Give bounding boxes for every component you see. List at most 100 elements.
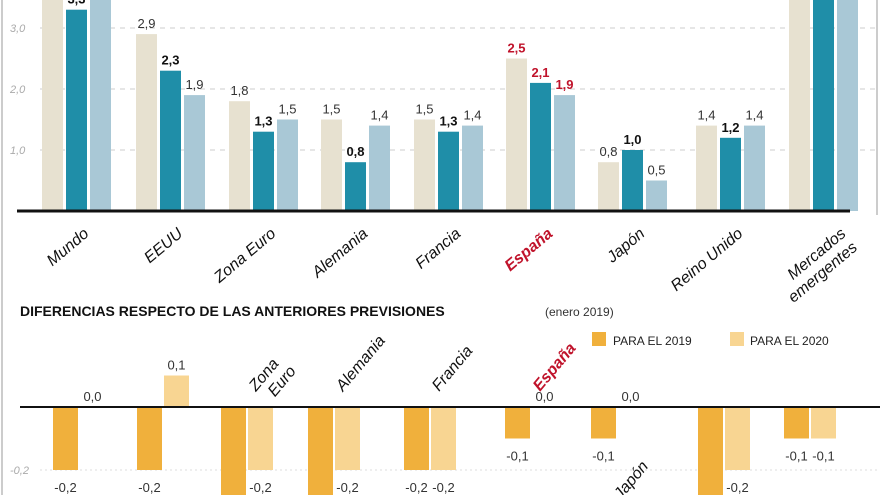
bar — [744, 125, 765, 211]
data-label: 2,3 — [161, 53, 179, 68]
diff-category-label-line: Japón — [610, 458, 652, 495]
data-label: 3,3 — [67, 0, 85, 7]
diff-category-label: Francia — [429, 343, 476, 395]
bar — [136, 34, 157, 211]
diff-bar — [591, 407, 616, 439]
diff-bar — [53, 407, 78, 470]
category-label-line: Zona Euro — [210, 225, 279, 287]
diff-data-label: -0,1 — [785, 449, 807, 464]
diff-data-label: -0,2 — [726, 480, 748, 495]
data-label: 1,4 — [463, 108, 481, 123]
bar — [345, 162, 366, 211]
data-label: 0,8 — [599, 144, 617, 159]
category-label: Japón — [603, 225, 648, 267]
data-label: 1,5 — [322, 102, 340, 117]
diff-bar — [308, 407, 333, 495]
diff-data-label: -0,2 — [432, 480, 454, 495]
data-label: 1,0 — [623, 132, 641, 147]
bar — [369, 125, 390, 211]
category-label-line: Mundo — [44, 225, 92, 270]
data-label: 1,5 — [278, 102, 296, 117]
diff-data-label: -0,2 — [249, 480, 271, 495]
bar — [506, 58, 527, 211]
diff-data-label: 0,0 — [83, 389, 101, 404]
diff-bar — [725, 407, 750, 470]
data-label: 1,8 — [230, 83, 248, 98]
data-label: 1,3 — [254, 114, 272, 129]
diff-data-label: 0,0 — [535, 389, 553, 404]
category-label: Mercadosemergentes — [774, 225, 861, 306]
category-label-line: EEUU — [141, 225, 186, 267]
bar — [66, 9, 87, 212]
diff-data-label: -0,2 — [336, 480, 358, 495]
diff-chart-subtitle: (enero 2019) — [545, 305, 614, 319]
diff-bar — [404, 407, 429, 470]
bar — [598, 162, 619, 211]
bar — [530, 82, 551, 212]
bar — [837, 0, 858, 211]
category-label: España — [502, 225, 557, 275]
legend-swatch-2020 — [730, 332, 744, 346]
bar — [813, 0, 834, 211]
diff-chart-title: DIFERENCIAS RESPECTO DE LAS ANTERIORES P… — [20, 303, 445, 319]
diff-data-label: -0,2 — [405, 480, 427, 495]
bar — [554, 95, 575, 211]
diff-category-label: Alemania — [332, 332, 389, 395]
category-label-line: Reino Unido — [668, 225, 746, 295]
bar — [646, 180, 667, 211]
diff-category-label-line: Alemania — [332, 332, 389, 395]
data-label: 1,4 — [697, 108, 715, 123]
diff-category-label: España — [530, 340, 580, 395]
bar — [184, 95, 205, 211]
y-tick-label: 2,0 — [9, 84, 26, 96]
category-label-line: Alemania — [308, 225, 371, 282]
data-label: 1,3 — [439, 114, 457, 129]
data-label: 1,9 — [185, 77, 203, 92]
category-label: Mundo — [44, 225, 92, 270]
data-label: 2,5 — [507, 41, 525, 56]
diff-data-label: -0,2 — [54, 480, 76, 495]
bar — [160, 70, 181, 211]
data-label: 1,2 — [721, 120, 739, 135]
data-label: 0,8 — [346, 144, 364, 159]
diff-bar — [221, 407, 246, 495]
diff-data-label: -0,1 — [506, 449, 528, 464]
diff-bar — [811, 407, 836, 439]
diff-data-label: -0,2 — [138, 480, 160, 495]
diff-category-label: ZonaEuro — [245, 352, 299, 407]
diff-bar — [784, 407, 809, 439]
category-label-line: Francia — [412, 225, 464, 272]
diff-category-label: Japón — [610, 458, 652, 495]
bar — [438, 131, 459, 211]
legend-label-2019: PARA EL 2019 — [613, 334, 692, 348]
category-label: Zona Euro — [210, 225, 279, 287]
diff-bar — [505, 407, 530, 439]
data-label: 1,4 — [370, 108, 388, 123]
diff-data-label: -0,1 — [812, 449, 834, 464]
bar — [42, 0, 63, 211]
diff-bar — [698, 407, 723, 495]
bar — [622, 150, 643, 211]
bar — [253, 131, 274, 211]
diff-bar — [248, 407, 273, 470]
y-tick-label: 3,0 — [10, 23, 26, 35]
legend: PARA EL 2019 PARA EL 2020 — [592, 332, 829, 348]
bar — [90, 0, 111, 211]
category-label-line: España — [502, 225, 557, 275]
diff-data-label: 0,0 — [621, 389, 639, 404]
bar — [277, 119, 298, 211]
y-tick-label: 1,0 — [10, 145, 26, 157]
category-label: Francia — [412, 225, 464, 272]
diff-bar — [164, 375, 189, 407]
y-tick-label: -0,2 — [10, 465, 29, 477]
bar — [414, 119, 435, 211]
diff-data-label: 0,1 — [167, 358, 185, 373]
legend-label-2020: PARA EL 2020 — [750, 334, 829, 348]
bar — [789, 0, 810, 211]
bar — [696, 125, 717, 211]
category-label-line: Japón — [603, 225, 648, 267]
category-label: Alemania — [308, 225, 371, 282]
category-label: EEUU — [141, 225, 186, 267]
legend-swatch-2019 — [592, 332, 606, 346]
